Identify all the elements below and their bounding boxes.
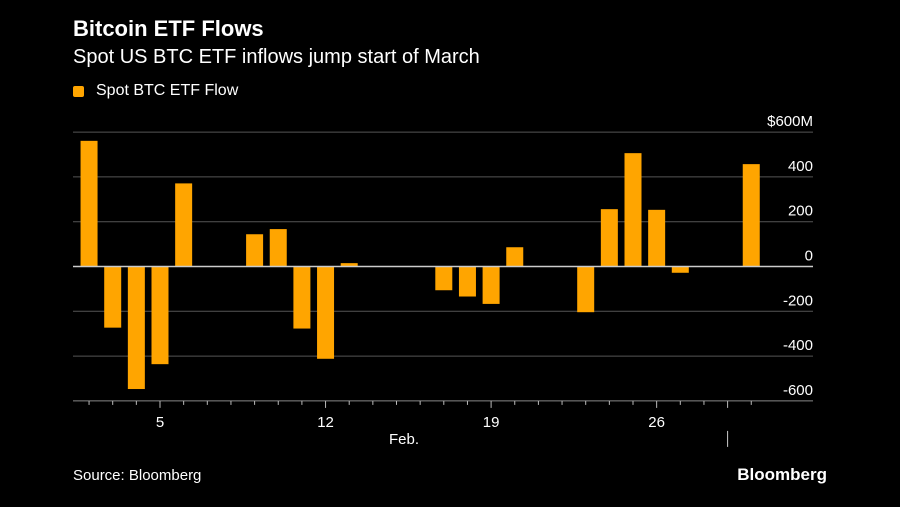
y-tick-label: -400 (783, 337, 813, 354)
x-tick-label: 12 (317, 414, 334, 431)
bar (435, 266, 453, 291)
x-tick-label: 26 (648, 414, 665, 431)
bar (246, 234, 264, 267)
bar (269, 229, 287, 267)
y-tick-label: 0 (805, 248, 813, 265)
bar (600, 209, 618, 267)
bar (742, 164, 760, 267)
bar (671, 266, 689, 273)
x-month-label: Feb. (389, 431, 419, 448)
bar (624, 153, 642, 267)
bar (340, 263, 358, 267)
bar (648, 209, 666, 267)
legend-swatch (73, 85, 84, 97)
y-tick-label: -200 (783, 292, 813, 309)
bar (577, 266, 595, 313)
chart-title: Bitcoin ETF Flows (73, 16, 264, 41)
bar (506, 247, 524, 267)
bar (104, 266, 122, 328)
y-tick-label: -600 (783, 382, 813, 399)
x-tick-label: 5 (156, 414, 164, 431)
chart-subtitle: Spot US BTC ETF inflows jump start of Ma… (73, 46, 480, 68)
bar (151, 266, 169, 365)
x-tick-label: 19 (483, 414, 500, 431)
source-note: Source: Bloomberg (73, 467, 202, 484)
legend: Spot BTC ETF Flow (73, 82, 238, 100)
y-tick-label: $600M (767, 113, 813, 130)
bar (175, 183, 193, 267)
bar (317, 266, 335, 359)
y-tick-label: 400 (788, 158, 813, 175)
bar (293, 266, 311, 329)
bloomberg-logo: Bloomberg (737, 465, 827, 484)
bar (80, 140, 98, 267)
y-tick-label: 200 (788, 203, 813, 220)
bar (127, 266, 145, 390)
bar (458, 266, 476, 297)
legend-label: Spot BTC ETF Flow (96, 82, 239, 99)
bar (482, 266, 500, 304)
